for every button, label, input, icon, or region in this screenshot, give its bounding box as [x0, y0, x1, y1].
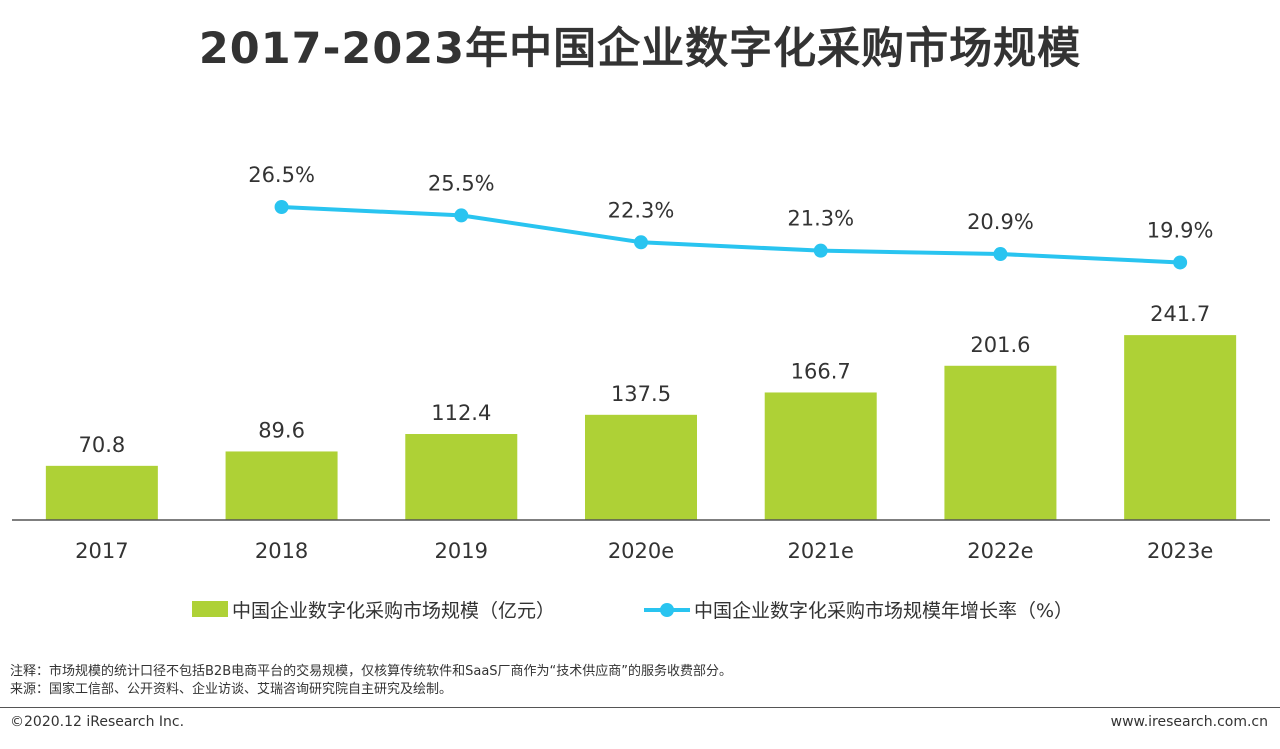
x-tick-label-2019: 2019 [435, 539, 488, 563]
legend-item-line: 中国企业数字化采购市场规模年增长率（%） [644, 595, 1073, 623]
x-tick-label-2023e: 2023e [1147, 539, 1213, 563]
chart-notes: 注释：市场规模的统计口径不包括B2B电商平台的交易规模，仅核算传统软件和SaaS… [10, 663, 732, 699]
website-link[interactable]: www.iresearch.com.cn [1110, 714, 1268, 730]
bar-value-label-2017: 70.8 [78, 433, 125, 457]
growth-label-2018: 26.5% [248, 163, 315, 187]
growth-point-2023e [1173, 255, 1188, 270]
bar-value-label-2018: 89.6 [258, 418, 305, 442]
bar-value-label-2022e: 201.6 [970, 333, 1030, 357]
growth-label-2021e: 21.3% [787, 207, 854, 231]
growth-label-2023e: 19.9% [1147, 218, 1214, 242]
bar-value-label-2019: 112.4 [431, 401, 491, 425]
bar-2019 [405, 434, 518, 520]
growth-label-2019: 25.5% [428, 171, 495, 195]
growth-label-2020e: 22.3% [608, 198, 675, 222]
legend-item-bar: 中国企业数字化采购市场规模（亿元） [192, 595, 555, 623]
growth-point-2021e [813, 243, 828, 258]
copyright-text: ©2020.12 iResearch Inc. [10, 714, 185, 730]
legend-line-label: 中国企业数字化采购市场规模年增长率（%） [694, 599, 1074, 622]
growth-rate-line [281, 205, 1181, 265]
bar-2017 [45, 465, 158, 520]
bar-value-label-2020e: 137.5 [611, 382, 671, 406]
x-tick-label-2018: 2018 [255, 539, 308, 563]
bar-value-label-2023e: 241.7 [1150, 302, 1210, 326]
x-tick-label-2022e: 2022e [967, 539, 1033, 563]
bar-value-label-2021e: 166.7 [791, 359, 851, 383]
footer-divider [0, 707, 1280, 708]
growth-point-2019 [454, 208, 469, 223]
chart-area: 70.8 2017 89.6 2018 112.4 2019 137.5 2020e 166.7… [12, 163, 1270, 563]
bar-2020e [585, 414, 697, 520]
chart-title: 2017-2023年中国企业数字化采购市场规模 [198, 24, 1082, 74]
note-text: 注释：市场规模的统计口径不包括B2B电商平台的交易规模，仅核算传统软件和SaaS… [10, 664, 733, 679]
legend-bar-swatch [192, 601, 228, 617]
growth-point-2022e [993, 247, 1008, 262]
chart-legend: 中国企业数字化采购市场规模（亿元） 中国企业数字化采购市场规模年增长率（%） [0, 595, 1280, 623]
x-tick-label-2020e: 2020e [608, 539, 674, 563]
growth-label-2022e: 20.9% [967, 210, 1034, 234]
growth-point-2020e [634, 235, 648, 250]
bar-2018 [225, 451, 338, 520]
legend-bar-label: 中国企业数字化采购市场规模（亿元） [232, 599, 556, 622]
bar-2022e [944, 365, 1057, 520]
source-text: 来源：国家工信部、公开资料、企业访谈、艾瑞咨询研究院自主研究及绘制。 [10, 682, 453, 697]
bar-2021e [764, 392, 877, 520]
bar-2023e [1124, 335, 1237, 520]
x-tick-label-2021e: 2021e [788, 539, 854, 563]
legend-line-swatch [644, 601, 690, 617]
growth-point-2018 [274, 200, 289, 214]
x-tick-label-2017: 2017 [75, 539, 128, 563]
